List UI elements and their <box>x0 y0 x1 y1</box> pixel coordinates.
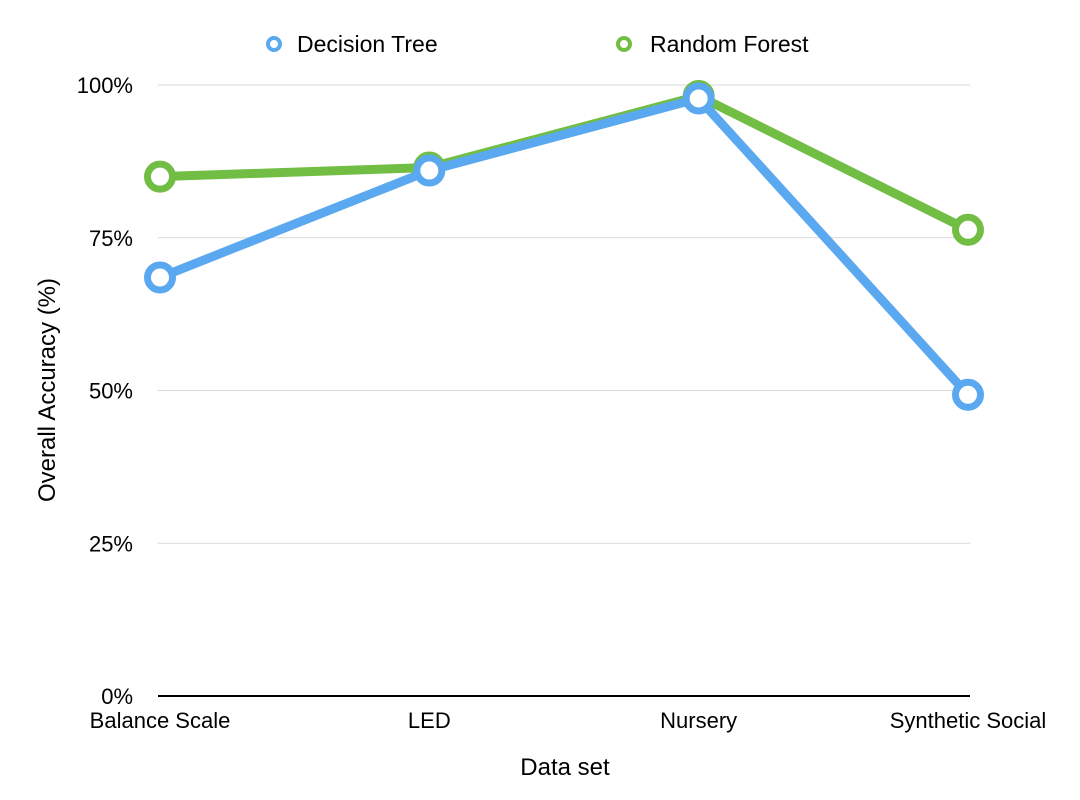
y-tick-label: 25% <box>89 531 133 556</box>
y-tick-label: 100% <box>77 73 133 98</box>
series-group <box>144 79 984 411</box>
x-tick-label: LED <box>408 708 451 733</box>
data-point <box>952 378 984 411</box>
x-axis-title: Data set <box>520 754 610 781</box>
legend-item: Decision Tree <box>266 31 438 57</box>
gridlines <box>158 84 970 544</box>
series-line <box>155 93 973 400</box>
series-random-forest <box>144 79 984 246</box>
data-point <box>952 213 984 246</box>
x-tick-label: Synthetic Social <box>890 708 1047 733</box>
y-tick-label: 0% <box>101 684 133 709</box>
legend: Decision Tree Random Forest <box>266 31 809 57</box>
y-tick-label: 50% <box>89 379 133 404</box>
series-line <box>155 91 973 235</box>
data-point <box>144 261 176 294</box>
data-point <box>144 160 176 193</box>
legend-item: Random Forest <box>616 31 809 57</box>
data-point <box>682 82 715 115</box>
legend-label: Random Forest <box>650 31 809 57</box>
data-point <box>413 154 446 187</box>
x-axis-ticks: Balance Scale LED Nursery Synthetic Social <box>90 708 1047 733</box>
x-tick-label: Balance Scale <box>90 708 231 733</box>
y-tick-label: 75% <box>89 226 133 251</box>
y-axis-title: Overall Accuracy (%) <box>34 278 61 502</box>
legend-marker <box>616 36 632 52</box>
legend-label: Decision Tree <box>297 31 438 57</box>
legend-marker <box>266 36 282 52</box>
series-decision-tree <box>144 82 984 411</box>
x-tick-label: Nursery <box>660 708 737 733</box>
y-axis-ticks: 0% 25% 50% 75% 100% <box>77 73 133 709</box>
